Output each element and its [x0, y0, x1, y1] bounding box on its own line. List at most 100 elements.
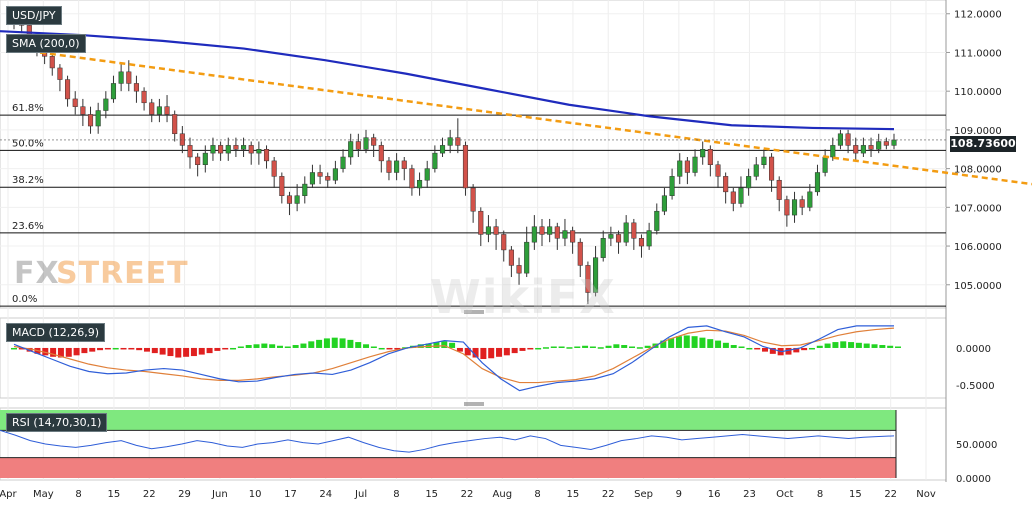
candle-body: [547, 226, 553, 235]
candle-body: [738, 187, 744, 204]
y-tick-label: 109.0000: [954, 126, 1002, 137]
candle-body: [332, 168, 338, 181]
macd-histogram-bar: [762, 347, 769, 352]
macd-histogram-bar: [887, 345, 894, 348]
candle-body: [210, 145, 216, 154]
macd-histogram-bar: [511, 347, 518, 354]
candle-body: [860, 145, 866, 154]
macd-histogram-bar: [331, 337, 338, 348]
macd-histogram-bar: [644, 345, 651, 348]
macd-histogram-bar: [73, 347, 80, 356]
macd-histogram-bar: [183, 347, 190, 357]
candle-body: [401, 160, 407, 169]
macd-histogram-bar: [363, 344, 370, 348]
x-tick-label: 9: [676, 489, 682, 500]
candle-body: [723, 176, 729, 193]
macd-histogram-bar: [785, 347, 792, 355]
macd-histogram-bar: [222, 347, 229, 350]
macd-histogram-bar: [112, 347, 119, 350]
candle-body: [302, 183, 308, 196]
macd-histogram-bar: [159, 347, 166, 355]
candle-body: [363, 137, 369, 150]
candle-body: [439, 145, 446, 154]
candle-body: [325, 176, 331, 181]
candle-body: [501, 234, 507, 251]
candle-body: [623, 222, 629, 243]
candle-body: [271, 160, 277, 177]
macd-histogram-bar: [284, 346, 291, 348]
macd-histogram-bar: [18, 347, 25, 350]
fib-level-label: 38.2%: [12, 175, 44, 186]
macd-histogram-bar: [527, 347, 534, 350]
macd-histogram-bar: [425, 343, 432, 348]
candle-body: [661, 195, 667, 212]
candle-body: [455, 137, 461, 146]
macd-histogram-bar: [143, 347, 150, 352]
candle-body: [493, 226, 499, 235]
rsi-label[interactable]: RSI (14,70,30,1): [6, 413, 108, 432]
macd-histogram-bar: [746, 347, 753, 350]
fib-level-label: 23.6%: [12, 221, 44, 232]
macd-histogram-bar: [675, 336, 682, 348]
candle-body: [577, 241, 583, 266]
candle-body: [631, 222, 637, 239]
macd-histogram-bar: [863, 343, 870, 348]
candle-body: [195, 156, 201, 165]
candle-body: [876, 141, 882, 150]
candle-body: [646, 230, 652, 247]
sma-200-line: [0, 30, 895, 131]
candle-body: [807, 191, 813, 208]
macd-histogram-bar: [715, 340, 722, 348]
macd-histogram-bar: [535, 347, 542, 350]
pair-label[interactable]: USD/JPY: [6, 6, 62, 25]
candle-body: [814, 172, 821, 193]
macd-histogram-bar: [472, 347, 479, 358]
x-tick-label: 22: [602, 489, 615, 500]
macd-histogram-bar: [707, 339, 714, 348]
candle-body: [80, 106, 86, 115]
macd-histogram-bar: [206, 347, 213, 354]
macd-histogram-bar: [65, 347, 72, 357]
x-tick-label: May: [33, 489, 54, 500]
candle-body: [172, 114, 178, 135]
macd-histogram-bar: [300, 343, 307, 348]
candle-body: [409, 168, 415, 189]
macd-histogram-bar: [136, 347, 143, 351]
macd-histogram-bar: [449, 342, 456, 348]
candle-body: [692, 156, 698, 173]
macd-histogram-bar: [355, 342, 362, 348]
candle-body: [156, 106, 162, 115]
candle-body: [677, 160, 683, 177]
candle-body: [141, 90, 147, 104]
candle-body: [256, 149, 262, 154]
y-tick-label: 105.0000: [954, 281, 1002, 292]
candle-body: [615, 234, 622, 243]
macd-histogram-bar: [738, 346, 745, 348]
macd-label[interactable]: MACD (12,26,9): [6, 323, 106, 342]
candle-body: [516, 265, 522, 274]
candle-body: [715, 164, 721, 177]
macd-y-tick-label: -0.5000: [956, 381, 995, 392]
macd-histogram-bar: [589, 346, 596, 348]
x-tick-label: Sep: [634, 489, 653, 500]
macd-panel: [0, 317, 947, 399]
candle-body: [95, 110, 101, 127]
macd-histogram-bar: [660, 340, 667, 348]
candle-body: [57, 67, 63, 80]
macd-histogram-bar: [308, 341, 315, 348]
descending-trendline: [39, 51, 1032, 186]
candle-body: [891, 139, 897, 146]
candle-body: [462, 145, 469, 189]
macd-histogram-bar: [558, 346, 565, 348]
y-tick-label: 106.0000: [954, 242, 1002, 253]
candle-body: [355, 141, 361, 150]
candle-body: [570, 230, 576, 243]
macd-histogram-bar: [269, 344, 276, 348]
sma-label[interactable]: SMA (200,0): [6, 34, 86, 53]
rsi-oversold-zone: [0, 457, 896, 478]
macd-histogram-bar: [175, 347, 182, 358]
candle-body: [608, 234, 614, 239]
candle-body: [110, 83, 117, 100]
